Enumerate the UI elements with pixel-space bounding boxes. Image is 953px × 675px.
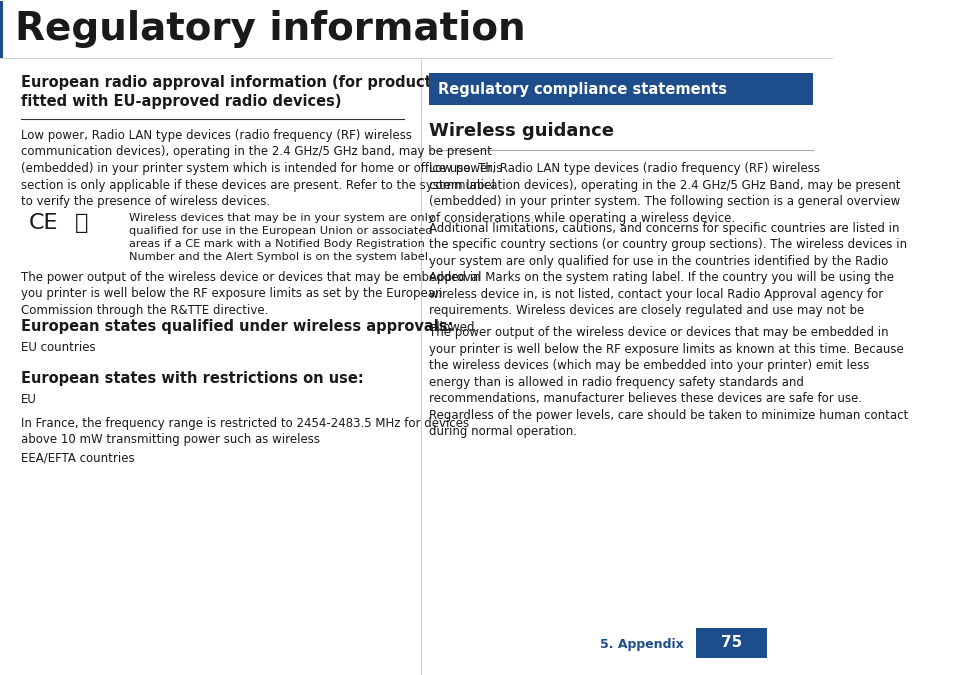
Bar xyxy=(429,74,812,105)
Bar xyxy=(0,1,3,58)
Text: European states with restrictions on use:: European states with restrictions on use… xyxy=(21,371,363,386)
Text: CE: CE xyxy=(30,213,58,234)
Text: No limitations at this time: No limitations at this time xyxy=(429,75,582,88)
Text: 75: 75 xyxy=(720,635,741,650)
Text: Wireless devices that may be in your system are only
qualified for use in the Eu: Wireless devices that may be in your sys… xyxy=(129,213,435,262)
Text: European radio approval information (for products
fitted with EU-approved radio : European radio approval information (for… xyxy=(21,75,440,109)
Text: The power output of the wireless device or devices that may be embedded in
you p: The power output of the wireless device … xyxy=(21,271,480,317)
Text: Additional limitations, cautions, and concerns for specific countries are listed: Additional limitations, cautions, and co… xyxy=(429,222,906,333)
Text: Regulatory information: Regulatory information xyxy=(15,10,525,48)
Text: 5. Appendix: 5. Appendix xyxy=(598,638,682,651)
Text: In France, the frequency range is restricted to 2454-2483.5 MHz for devices
abov: In France, the frequency range is restri… xyxy=(21,416,469,446)
Text: Wireless guidance: Wireless guidance xyxy=(429,122,614,140)
Text: European states qualified under wireless approvals:: European states qualified under wireless… xyxy=(21,319,453,334)
Text: Low power, Radio LAN type devices (radio frequency (RF) wireless
communication d: Low power, Radio LAN type devices (radio… xyxy=(429,163,900,225)
Text: EU countries: EU countries xyxy=(21,341,95,354)
Text: The power output of the wireless device or devices that may be embedded in
your : The power output of the wireless device … xyxy=(429,327,907,438)
Text: EU: EU xyxy=(21,393,36,406)
Text: Regulatory compliance statements: Regulatory compliance statements xyxy=(437,82,726,97)
Text: Low power, Radio LAN type devices (radio frequency (RF) wireless
communication d: Low power, Radio LAN type devices (radio… xyxy=(21,129,501,208)
Text: EEA/EFTA countries: EEA/EFTA countries xyxy=(21,452,134,464)
Text: ⓘ: ⓘ xyxy=(75,213,89,234)
Bar xyxy=(695,628,766,658)
